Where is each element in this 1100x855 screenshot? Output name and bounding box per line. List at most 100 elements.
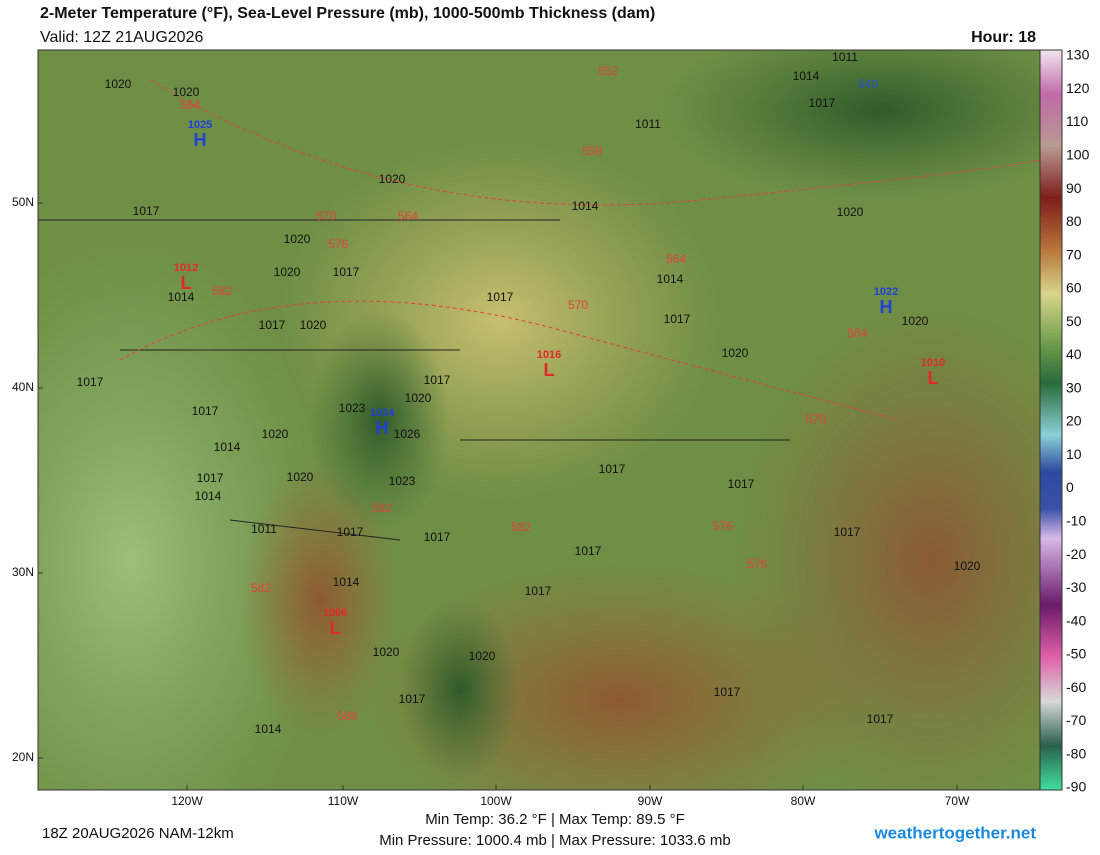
isobar-label: 1017 xyxy=(197,471,224,485)
isobar-label: 1014 xyxy=(657,272,684,286)
lat-label: 40N xyxy=(12,380,34,394)
model-run: 18Z 20AUG2026 NAM-12km xyxy=(42,825,234,842)
high-value: 1025 xyxy=(188,119,212,131)
low-value: 1006 xyxy=(323,607,347,619)
isobar-label: 1020 xyxy=(902,314,929,328)
low-value: 1012 xyxy=(174,262,198,274)
isobar-label: 1017 xyxy=(867,712,894,726)
canada-field xyxy=(660,50,1040,200)
isobar-label: 1017 xyxy=(728,477,755,491)
isobar-label: 1011 xyxy=(635,117,661,131)
isobar-label: 1020 xyxy=(373,645,400,659)
colorbar-label: 130 xyxy=(1066,47,1090,63)
lon-label: 80W xyxy=(791,794,816,808)
isobar-label: 1017 xyxy=(333,265,360,279)
thickness-label: 576 xyxy=(713,519,733,533)
mexico-highlands xyxy=(400,600,520,780)
valid-time: Valid: 12Z 21AUG2026 xyxy=(40,29,203,46)
isobar-label: 1026 xyxy=(394,427,421,441)
colorbar-label: -30 xyxy=(1066,579,1086,595)
colorbar-label: -90 xyxy=(1066,779,1086,795)
colorbar-label: 0 xyxy=(1066,479,1074,495)
isobar-label: 1020 xyxy=(405,391,432,405)
thickness-label: 540 xyxy=(858,77,878,91)
thickness-label: 564 xyxy=(666,252,686,266)
lon-label: 70W xyxy=(945,794,970,808)
thickness-contours xyxy=(119,79,1040,421)
low-letter: L xyxy=(544,360,555,380)
map-title: 2-Meter Temperature (°F), Sea-Level Pres… xyxy=(40,5,655,22)
isobar-label: 1020 xyxy=(287,470,314,484)
colorbar-label: -70 xyxy=(1066,712,1086,728)
isobar-label: 1017 xyxy=(133,204,160,218)
isobar-label: 1017 xyxy=(575,544,602,558)
thickness-label: 570 xyxy=(316,209,336,223)
isobar-label: 1017 xyxy=(834,525,861,539)
thickness-label: 564 xyxy=(847,326,867,340)
thickness-label: 582 xyxy=(511,520,531,534)
thickness-label: 576 xyxy=(747,557,767,571)
isobar-label: 1017 xyxy=(424,373,451,387)
colorbar-label: -60 xyxy=(1066,679,1086,695)
low-letter: L xyxy=(928,368,939,388)
isobar-label: 1020 xyxy=(954,559,981,573)
colorbar-label: 100 xyxy=(1066,147,1090,163)
isobar-label: 1017 xyxy=(525,584,552,598)
lon-label: 110W xyxy=(328,794,359,808)
isobar-label: 1017 xyxy=(399,692,426,706)
isobar-label: 1014 xyxy=(333,575,360,589)
site-credit[interactable]: weathertogether.net xyxy=(873,823,1036,842)
colorbar-label: 10 xyxy=(1066,446,1082,462)
isobar-label: 1020 xyxy=(274,265,301,279)
colorbar-label: -40 xyxy=(1066,612,1086,628)
thickness-label: 588 xyxy=(337,709,357,723)
pressure-range: Min Pressure: 1000.4 mb | Max Pressure: … xyxy=(379,832,731,849)
lat-label: 20N xyxy=(12,750,34,764)
low-letter: L xyxy=(330,618,341,638)
thickness-label: 582 xyxy=(251,581,271,595)
sonora-field xyxy=(240,460,400,740)
isobar-label: 1011 xyxy=(832,50,858,64)
isobar-label: 1020 xyxy=(469,649,496,663)
isobar-label: 1020 xyxy=(837,205,864,219)
colorbar-label: -50 xyxy=(1066,646,1086,662)
isobar-label: 1014 xyxy=(572,199,599,213)
thickness-label: 558 xyxy=(582,144,602,158)
isobar-label: 1020 xyxy=(284,232,311,246)
high-letter: H xyxy=(880,297,893,317)
high-letter: H xyxy=(376,418,389,438)
thickness-label: 564 xyxy=(398,209,418,223)
thickness-label: 570 xyxy=(568,298,588,312)
thickness-label: 552 xyxy=(598,64,618,78)
high-letter: H xyxy=(194,130,207,150)
thickness-label: 570 xyxy=(806,412,826,426)
high-value: 1022 xyxy=(874,286,898,298)
isobar-label: 1017 xyxy=(259,318,286,332)
isobar-label: 1017 xyxy=(664,312,691,326)
colorbar-label: 120 xyxy=(1066,80,1090,96)
thickness-label: 576 xyxy=(328,237,348,251)
colorbar-label: 90 xyxy=(1066,180,1082,196)
low-value: 1010 xyxy=(921,357,945,369)
isobar-label: 1017 xyxy=(809,96,836,110)
isobar-label: 1017 xyxy=(714,685,741,699)
high-value: 1034 xyxy=(370,407,395,419)
isobar-label: 1023 xyxy=(339,401,366,415)
isobar-label: 1020 xyxy=(173,85,200,99)
colorbar-label: 40 xyxy=(1066,346,1082,362)
isobar-label: 1017 xyxy=(424,530,451,544)
isobar-label: 1017 xyxy=(77,375,104,389)
colorbar-label: 80 xyxy=(1066,213,1082,229)
colorbar-label: -80 xyxy=(1066,745,1086,761)
forecast-hour: Hour: 18 xyxy=(971,29,1036,46)
colorbar-label: -20 xyxy=(1066,546,1086,562)
isobar-label: 1017 xyxy=(192,404,219,418)
colorbar-label: 60 xyxy=(1066,280,1082,296)
isobar-label: 1017 xyxy=(599,462,626,476)
lat-label: 50N xyxy=(12,195,34,209)
temp-range: Min Temp: 36.2 °F | Max Temp: 89.5 °F xyxy=(425,811,685,828)
colorbar-label: 20 xyxy=(1066,413,1082,429)
atlantic-field xyxy=(730,300,1040,790)
isobar-label: 1020 xyxy=(722,346,749,360)
